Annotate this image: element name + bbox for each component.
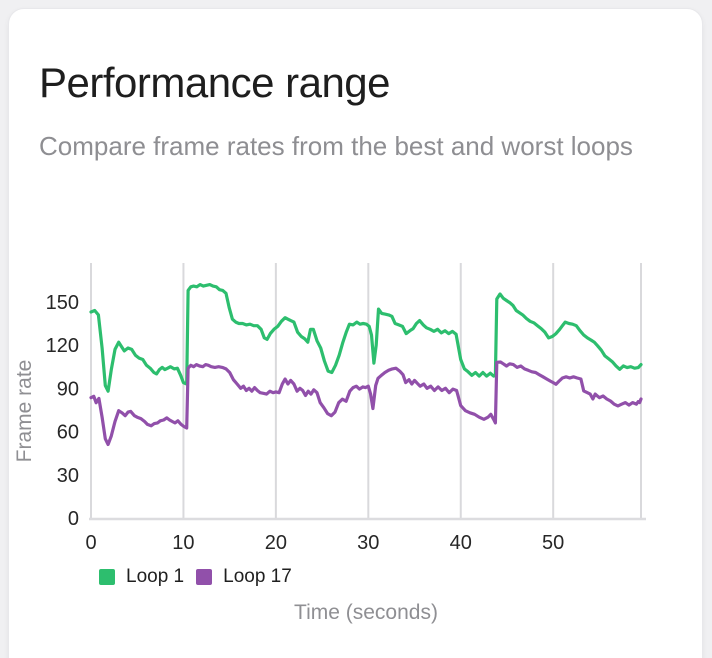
- frame-rate-line-chart: 0 30 60 90 120 150 0 10 20 30 40 50: [46, 263, 646, 554]
- performance-range-card: Performance range Compare frame rates fr…: [8, 8, 703, 658]
- series-line-loop1: [89, 282, 643, 393]
- y-tick-label: 60: [57, 422, 79, 444]
- legend-item-loop1[interactable]: Loop 1: [99, 566, 184, 588]
- chart-legend: Loop 1 Loop 17: [99, 566, 292, 588]
- series-line-loop17: [89, 360, 643, 447]
- page-title: Performance range: [39, 59, 391, 106]
- loop17-swatch: [196, 569, 213, 585]
- legend-label-loop1: Loop 1: [126, 566, 185, 587]
- legend-label-loop17: Loop 17: [223, 566, 292, 587]
- x-tick-label: 20: [265, 532, 287, 554]
- x-tick-label: 50: [542, 532, 564, 554]
- legend-item-loop17[interactable]: Loop 17: [196, 566, 292, 588]
- x-tick-label: 40: [450, 532, 472, 554]
- x-axis-label: Time (seconds): [294, 601, 438, 624]
- y-tick-label: 0: [68, 508, 79, 530]
- y-tick-label: 90: [57, 378, 79, 400]
- y-tick-label: 120: [46, 335, 79, 357]
- x-tick-label: 0: [85, 532, 96, 554]
- y-tick-label: 30: [57, 465, 79, 487]
- y-tick-label: 150: [46, 292, 79, 314]
- loop1-swatch: [99, 569, 115, 585]
- x-tick-label: 10: [172, 532, 194, 554]
- x-tick-label: 30: [357, 532, 379, 554]
- page-subtitle: Compare frame rates from the best and wo…: [39, 131, 633, 161]
